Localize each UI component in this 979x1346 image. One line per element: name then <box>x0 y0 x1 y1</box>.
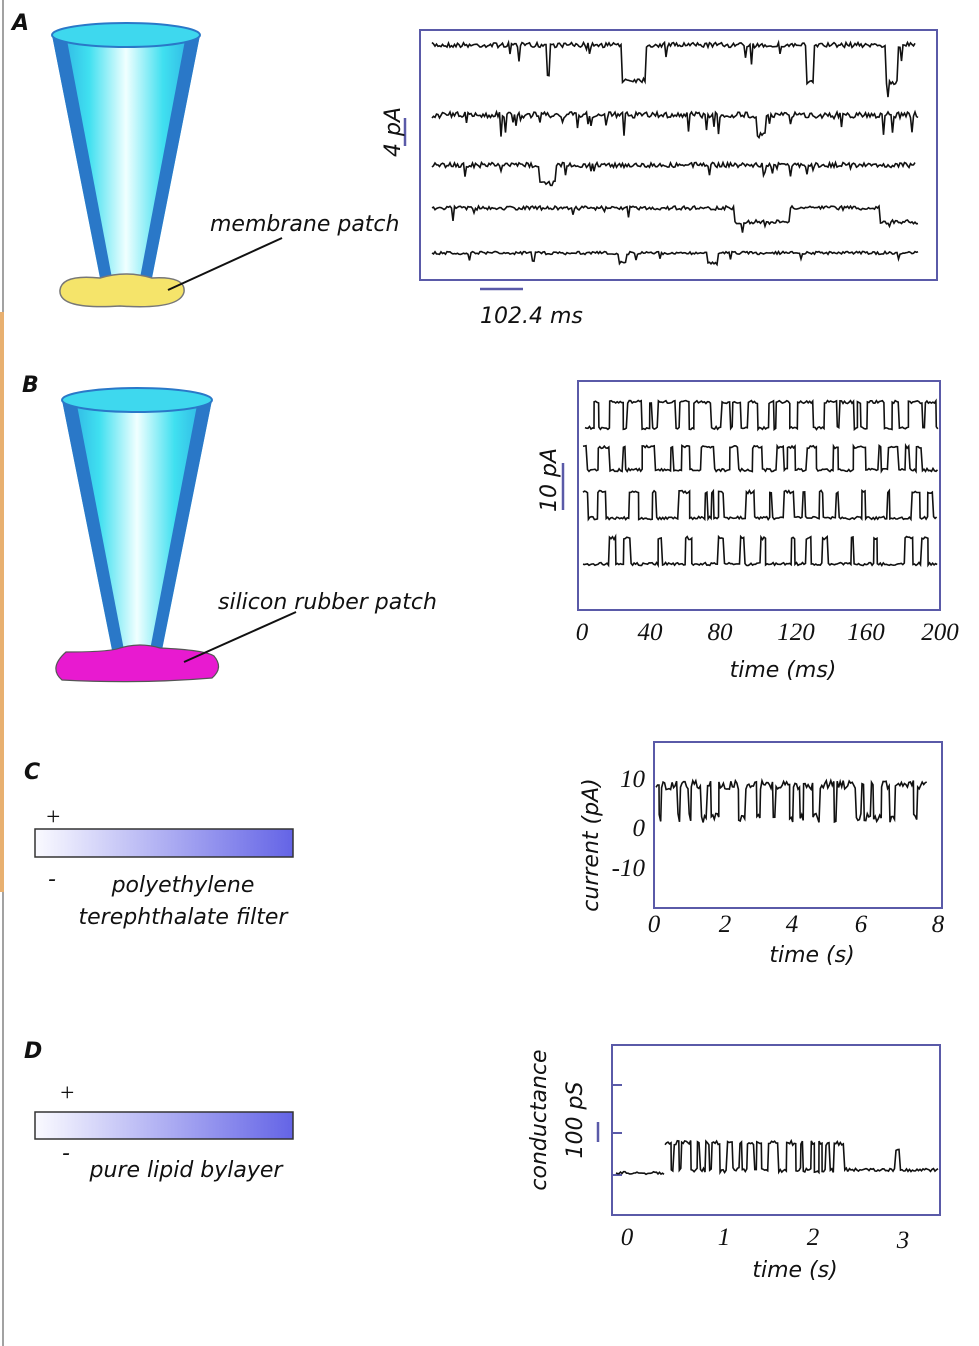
recording-trace <box>615 1170 665 1176</box>
recording-trace <box>431 250 919 267</box>
scale-label: 10 pA <box>537 448 562 512</box>
panel-label: C <box>24 760 40 785</box>
y-axis-label: conductance <box>527 1049 552 1190</box>
recording-trace <box>582 488 938 522</box>
x-tick-label: 2 <box>807 1224 820 1251</box>
y-axis-label: current (pA) <box>579 778 604 911</box>
y-tick-label: 10 <box>620 766 646 793</box>
x-tick-label: 200 <box>921 619 959 646</box>
x-tick-label: 2 <box>719 911 732 938</box>
patch-label: membrane patch <box>210 212 399 237</box>
recording-trace <box>664 1138 849 1176</box>
x-tick-label: 4 <box>786 911 799 938</box>
panel-d: D + - pure lipid bylayer conductance 100… <box>24 1039 941 1283</box>
scale-label: 100 pS <box>563 1082 588 1159</box>
x-tick-label: 8 <box>932 911 945 938</box>
x-tick-label: 40 <box>638 619 664 646</box>
y-tick-label: 0 <box>633 815 646 842</box>
scale-label: 4 pA <box>381 107 406 157</box>
x-tick-label: 6 <box>855 911 868 938</box>
scale-label: 102.4 ms <box>480 304 583 329</box>
filter <box>34 828 294 858</box>
pipette-wall <box>150 400 212 650</box>
panel-a: A membrane patch 4 pA 102.4 ms <box>10 11 938 329</box>
pipette-tip <box>61 387 213 413</box>
recording-trace <box>584 398 939 432</box>
recording-trace <box>582 442 939 474</box>
pipette-tip <box>51 22 201 48</box>
rubber-patch <box>55 644 220 683</box>
panel-label: D <box>24 1039 42 1064</box>
y-tick-label: -10 <box>612 855 646 882</box>
x-tick-label: 1 <box>718 1224 731 1251</box>
pipette <box>62 400 212 650</box>
x-tick-label: 120 <box>777 619 815 646</box>
recording-trace <box>847 1148 939 1173</box>
x-tick-label: 0 <box>576 619 589 646</box>
minus-sign: - <box>62 1141 70 1166</box>
page-margin <box>0 312 4 892</box>
pointer <box>183 611 297 663</box>
pointer <box>167 237 283 291</box>
plus-sign: + <box>45 804 62 831</box>
x-tick-label: 80 <box>708 619 734 646</box>
filter-label: terephthalate filter <box>79 905 290 930</box>
recording-trace <box>431 109 919 140</box>
x-tick-label: 0 <box>648 911 661 938</box>
recording-trace <box>431 39 916 98</box>
recording-trace <box>431 160 916 187</box>
pipette <box>52 35 200 278</box>
patch-label: silicon rubber patch <box>218 590 437 615</box>
x-tick-label: 3 <box>896 1227 910 1254</box>
x-axis-label: time (s) <box>752 1258 837 1283</box>
x-tick-label: 0 <box>621 1224 634 1251</box>
x-axis-label: time (s) <box>769 943 854 968</box>
minus-sign: - <box>48 867 56 892</box>
recording-trace <box>655 777 928 824</box>
panel-c: C + - polyethylene terephthalate filter … <box>24 741 945 968</box>
panel-label: A <box>10 11 29 36</box>
panel-b: B silicon rubber patch 10 pA 0 40 80 120… <box>22 373 959 683</box>
panel-label: B <box>22 373 39 398</box>
pipette-wall <box>52 35 112 278</box>
plot-frame <box>577 380 941 611</box>
pipette-wall <box>62 400 124 650</box>
x-axis-label: time (ms) <box>730 658 837 683</box>
plot-frame <box>653 741 943 909</box>
plot-frame <box>419 29 938 281</box>
membrane-patch <box>59 273 185 308</box>
filter <box>34 1111 294 1140</box>
x-tick-label: 160 <box>847 619 885 646</box>
pipette-wall <box>140 35 200 278</box>
recording-trace <box>582 533 938 568</box>
plot-frame <box>611 1044 941 1216</box>
recording-trace <box>431 203 919 233</box>
filter-label: polyethylene <box>111 873 255 898</box>
plus-sign: + <box>59 1080 76 1107</box>
filter-label: pure lipid bylayer <box>89 1158 285 1183</box>
